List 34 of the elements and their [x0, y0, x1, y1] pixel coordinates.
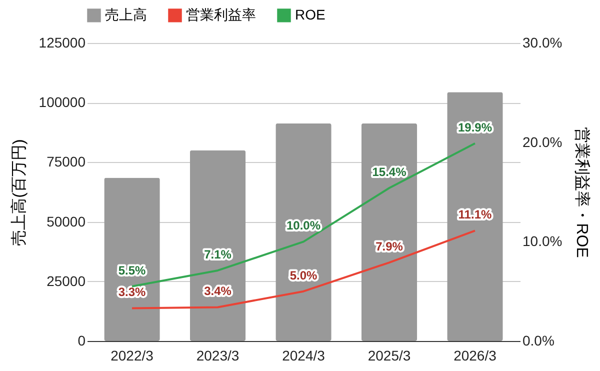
- data-label: 3.4%: [204, 284, 232, 298]
- data-label: 3.3%: [118, 285, 146, 300]
- x-tick-label: 2025/3: [368, 348, 411, 364]
- y-tick-label: 125000: [38, 34, 86, 50]
- y2-tick-label: 20.0%: [522, 134, 562, 150]
- y-tick-label: 100000: [38, 94, 86, 110]
- y-tick-label: 25000: [46, 272, 86, 289]
- y-tick-label: 0: [78, 332, 86, 348]
- x-tick-label: 2026/3: [454, 348, 497, 364]
- y2-tick-label: 30.0%: [522, 34, 562, 50]
- x-tick-label: 2022/3: [110, 348, 154, 364]
- bar: [361, 123, 418, 341]
- legend-label: 営業利益率: [186, 6, 256, 22]
- y-tick-label: 50000: [46, 213, 86, 230]
- data-label: 5.5%: [118, 263, 146, 278]
- bar: [190, 150, 246, 341]
- data-label: 19.9%: [458, 120, 492, 134]
- data-label: 7.1%: [204, 247, 232, 262]
- data-label: 11.1%: [458, 208, 492, 222]
- y-axis-title: 売上高(百万円): [10, 139, 28, 246]
- legend-label: ROE: [295, 6, 326, 22]
- y-tick-label: 75000: [46, 154, 86, 170]
- x-tick-label: 2024/3: [282, 348, 326, 364]
- data-label: 10.0%: [286, 218, 321, 233]
- y2-tick-label: 10.0%: [522, 233, 562, 250]
- bar: [447, 92, 503, 341]
- data-label: 7.9%: [376, 240, 404, 254]
- y2-axis-title: 営業利益率・ROE: [573, 127, 592, 258]
- y2-tick-label: 0.0%: [522, 332, 554, 348]
- x-tick-label: 2023/3: [196, 348, 240, 364]
- legend-label: 売上高: [105, 6, 147, 22]
- data-label: 15.4%: [372, 165, 407, 180]
- bar: [276, 123, 332, 341]
- data-label: 5.0%: [290, 268, 318, 282]
